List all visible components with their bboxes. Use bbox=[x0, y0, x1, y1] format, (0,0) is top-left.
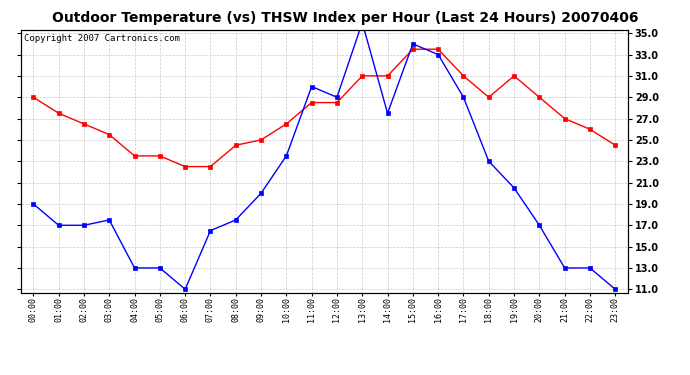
Text: Copyright 2007 Cartronics.com: Copyright 2007 Cartronics.com bbox=[23, 34, 179, 43]
Text: Outdoor Temperature (vs) THSW Index per Hour (Last 24 Hours) 20070406: Outdoor Temperature (vs) THSW Index per … bbox=[52, 11, 638, 25]
